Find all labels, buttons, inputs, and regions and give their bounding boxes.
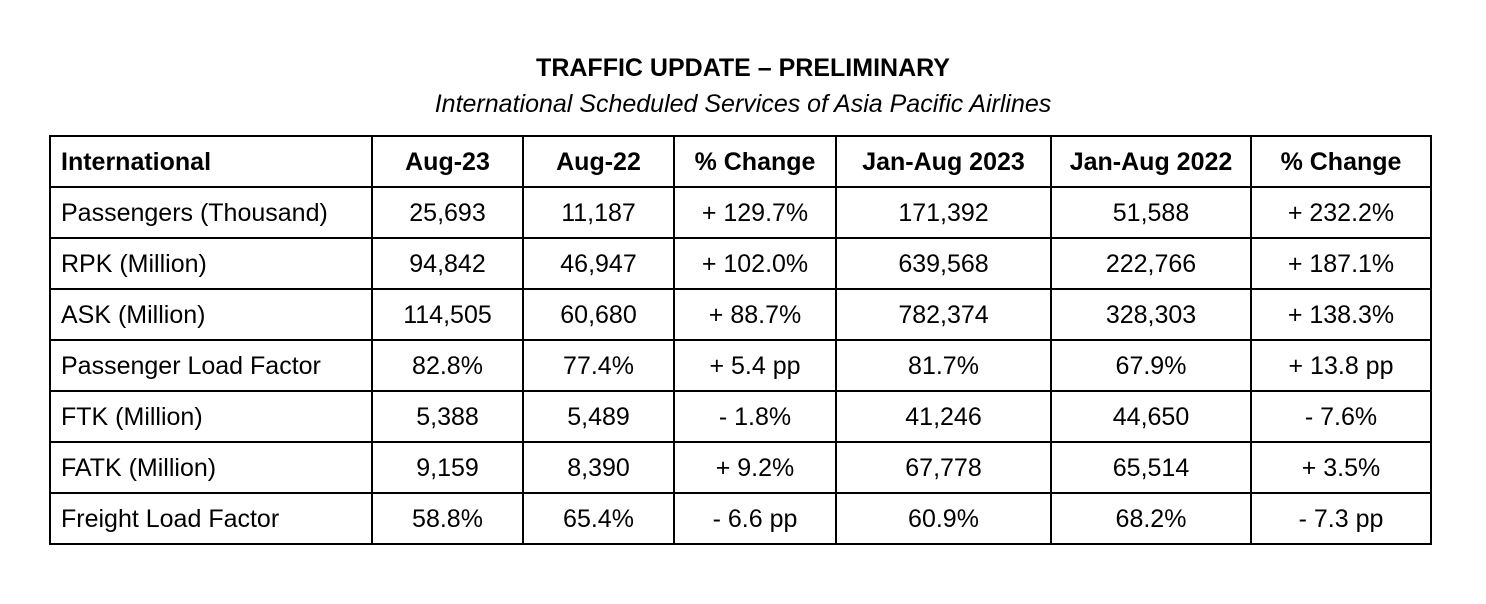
table-cell: 328,303 <box>1050 288 1252 341</box>
table-cell: + 5.4 pp <box>673 339 837 392</box>
table-cell: 8,390 <box>522 441 675 494</box>
row-label: FTK (Million) <box>49 390 373 443</box>
table-cell: 60,680 <box>522 288 675 341</box>
table-cell: 5,388 <box>371 390 524 443</box>
table-cell: 68.2% <box>1050 492 1252 545</box>
table-cell: + 138.3% <box>1250 288 1432 341</box>
table-cell: + 129.7% <box>673 186 837 239</box>
table-cell: 44,650 <box>1050 390 1252 443</box>
table-row: FTK (Million) 5,388 5,489 - 1.8% 41,246 … <box>49 390 1432 443</box>
table-cell: + 13.8 pp <box>1250 339 1432 392</box>
table-cell: 222,766 <box>1050 237 1252 290</box>
row-label: Passengers (Thousand) <box>49 186 373 239</box>
column-header: International <box>49 135 373 188</box>
row-label: Freight Load Factor <box>49 492 373 545</box>
row-label: RPK (Million) <box>49 237 373 290</box>
table-cell: 58.8% <box>371 492 524 545</box>
column-header: Aug-22 <box>522 135 675 188</box>
table-cell: 82.8% <box>371 339 524 392</box>
table-cell: 114,505 <box>371 288 524 341</box>
table-cell: + 3.5% <box>1250 441 1432 494</box>
table-cell: 67,778 <box>835 441 1052 494</box>
row-label: FATK (Million) <box>49 441 373 494</box>
table-cell: + 9.2% <box>673 441 837 494</box>
document-title: TRAFFIC UPDATE – PRELIMINARY <box>536 54 950 82</box>
table-cell: - 7.3 pp <box>1250 492 1432 545</box>
table-row: FATK (Million) 9,159 8,390 + 9.2% 67,778… <box>49 441 1432 494</box>
table-cell: 46,947 <box>522 237 675 290</box>
table-cell: + 232.2% <box>1250 186 1432 239</box>
column-header: % Change <box>673 135 837 188</box>
table-cell: 9,159 <box>371 441 524 494</box>
table-row: ASK (Million) 114,505 60,680 + 88.7% 782… <box>49 288 1432 341</box>
table-cell: 782,374 <box>835 288 1052 341</box>
table-row: Freight Load Factor 58.8% 65.4% - 6.6 pp… <box>49 492 1432 545</box>
table-row: Passengers (Thousand) 25,693 11,187 + 12… <box>49 186 1432 239</box>
row-label: Passenger Load Factor <box>49 339 373 392</box>
table-cell: 11,187 <box>522 186 675 239</box>
table-row: RPK (Million) 94,842 46,947 + 102.0% 639… <box>49 237 1432 290</box>
table-cell: 94,842 <box>371 237 524 290</box>
column-header: % Change <box>1250 135 1432 188</box>
table-cell: 65.4% <box>522 492 675 545</box>
table-cell: + 88.7% <box>673 288 837 341</box>
table-cell: 171,392 <box>835 186 1052 239</box>
table-cell: + 102.0% <box>673 237 837 290</box>
table-cell: - 1.8% <box>673 390 837 443</box>
table-header-row: International Aug-23 Aug-22 % Change Jan… <box>49 135 1432 188</box>
traffic-table: International Aug-23 Aug-22 % Change Jan… <box>49 135 1432 545</box>
row-label: ASK (Million) <box>49 288 373 341</box>
table-cell: + 187.1% <box>1250 237 1432 290</box>
table-cell: 41,246 <box>835 390 1052 443</box>
table-cell: 25,693 <box>371 186 524 239</box>
table-cell: 67.9% <box>1050 339 1252 392</box>
table-cell: - 7.6% <box>1250 390 1432 443</box>
table-cell: 77.4% <box>522 339 675 392</box>
table-cell: 81.7% <box>835 339 1052 392</box>
table-cell: 5,489 <box>522 390 675 443</box>
table-cell: - 6.6 pp <box>673 492 837 545</box>
table-cell: 639,568 <box>835 237 1052 290</box>
document-subtitle: International Scheduled Services of Asia… <box>434 90 1052 118</box>
column-header: Aug-23 <box>371 135 524 188</box>
table-cell: 60.9% <box>835 492 1052 545</box>
table-row: Passenger Load Factor 82.8% 77.4% + 5.4 … <box>49 339 1432 392</box>
column-header: Jan-Aug 2023 <box>835 135 1052 188</box>
table-cell: 51,588 <box>1050 186 1252 239</box>
table-cell: 65,514 <box>1050 441 1252 494</box>
column-header: Jan-Aug 2022 <box>1050 135 1252 188</box>
